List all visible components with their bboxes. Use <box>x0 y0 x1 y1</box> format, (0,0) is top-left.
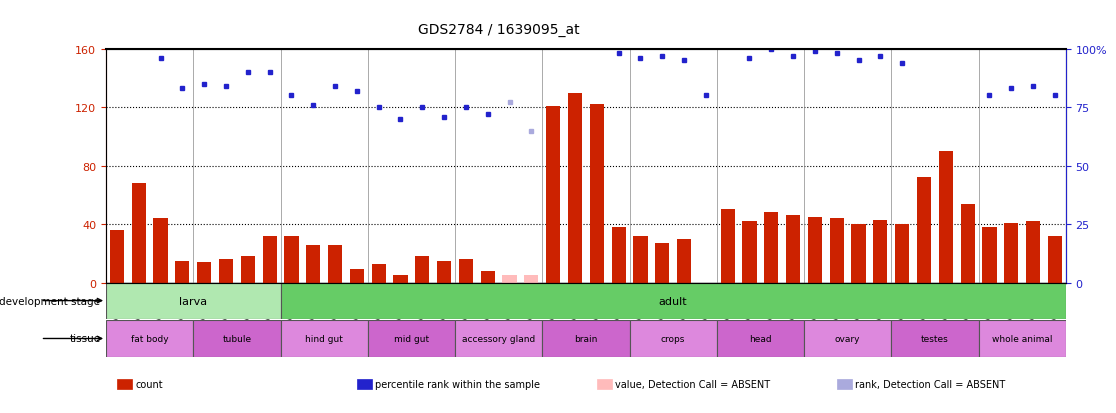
Bar <box>961 204 974 283</box>
Bar <box>939 152 953 283</box>
Bar <box>721 210 734 283</box>
Bar <box>1026 222 1040 283</box>
Bar <box>502 275 517 283</box>
Bar <box>481 271 494 283</box>
Text: testes: testes <box>921 334 949 343</box>
Bar <box>193 320 280 357</box>
Bar <box>895 225 910 283</box>
Text: tissue: tissue <box>69 334 100 344</box>
Text: mid gut: mid gut <box>394 334 429 343</box>
Text: brain: brain <box>575 334 597 343</box>
Bar <box>892 320 979 357</box>
Bar <box>808 217 822 283</box>
Text: GDS2784 / 1639095_at: GDS2784 / 1639095_at <box>418 23 580 37</box>
Bar <box>612 228 626 283</box>
Bar <box>109 230 124 283</box>
Bar <box>786 216 800 283</box>
Bar <box>219 260 233 283</box>
Bar <box>982 228 997 283</box>
Bar <box>677 239 691 283</box>
Bar <box>655 244 670 283</box>
Bar <box>306 245 320 283</box>
Bar <box>368 320 455 357</box>
Bar <box>106 320 193 357</box>
Bar <box>629 320 716 357</box>
Bar <box>106 283 1066 297</box>
Bar <box>1048 236 1062 283</box>
Bar <box>455 320 542 357</box>
Text: hind gut: hind gut <box>305 334 343 343</box>
Bar <box>525 275 538 283</box>
Bar <box>764 213 778 283</box>
Text: head: head <box>749 334 772 343</box>
Text: ovary: ovary <box>835 334 860 343</box>
Text: rank, Detection Call = ABSENT: rank, Detection Call = ABSENT <box>855 379 1006 389</box>
Bar <box>568 93 583 283</box>
Bar <box>106 283 280 319</box>
Text: crops: crops <box>661 334 685 343</box>
Bar <box>328 245 343 283</box>
Text: larva: larva <box>180 296 208 306</box>
Bar <box>262 236 277 283</box>
Bar <box>716 320 804 357</box>
Bar <box>542 320 629 357</box>
Bar <box>546 107 560 283</box>
Bar <box>280 320 368 357</box>
Text: accessory gland: accessory gland <box>462 334 536 343</box>
Text: count: count <box>135 379 163 389</box>
Text: adult: adult <box>658 296 687 306</box>
Bar <box>874 220 887 283</box>
Bar <box>979 320 1066 357</box>
Text: tubule: tubule <box>222 334 251 343</box>
Bar <box>589 105 604 283</box>
Bar <box>917 178 931 283</box>
Text: development stage: development stage <box>0 296 100 306</box>
Bar <box>175 261 190 283</box>
Bar <box>829 219 844 283</box>
Bar <box>1004 223 1018 283</box>
Bar <box>198 263 211 283</box>
Text: fat body: fat body <box>131 334 169 343</box>
Bar <box>349 270 364 283</box>
Bar <box>852 225 866 283</box>
Bar <box>415 256 430 283</box>
Bar <box>437 261 451 283</box>
Bar <box>154 219 167 283</box>
Bar <box>280 283 1066 319</box>
Bar <box>742 222 757 283</box>
Text: value, Detection Call = ABSENT: value, Detection Call = ABSENT <box>615 379 770 389</box>
Bar <box>804 320 892 357</box>
Text: percentile rank within the sample: percentile rank within the sample <box>375 379 540 389</box>
Bar <box>285 236 298 283</box>
Text: whole animal: whole animal <box>992 334 1052 343</box>
Bar <box>372 264 386 283</box>
Bar <box>241 256 254 283</box>
Bar <box>394 275 407 283</box>
Bar <box>634 236 647 283</box>
Bar <box>132 184 146 283</box>
Bar <box>459 260 473 283</box>
